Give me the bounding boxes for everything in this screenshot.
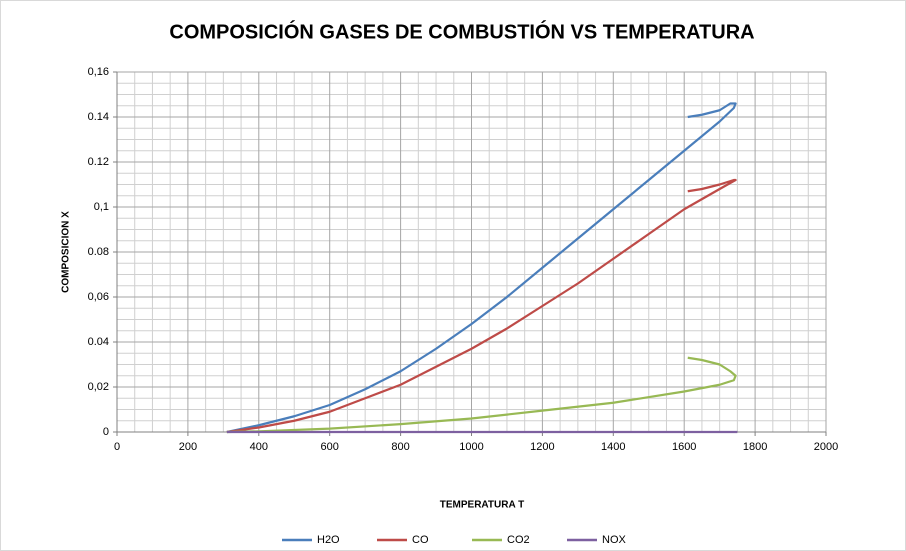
series-line <box>226 178 737 434</box>
y-tick-label: 0,1 <box>94 201 109 213</box>
x-tick-label: 1800 <box>743 441 767 453</box>
x-tick-label: 600 <box>321 441 339 453</box>
legend-label: H2O <box>317 534 340 546</box>
y-tick-label: 0.14 <box>88 111 109 123</box>
x-tick-label: 400 <box>250 441 268 453</box>
legend-label: CO <box>412 534 429 546</box>
y-tick-label: 0 <box>103 426 109 438</box>
x-tick-label: 1600 <box>672 441 696 453</box>
x-tick-label: 200 <box>179 441 197 453</box>
y-tick-label: 0,16 <box>88 66 109 78</box>
series-line <box>226 356 737 434</box>
y-tick-label: 0,06 <box>88 291 109 303</box>
x-tick-label: 800 <box>391 441 409 453</box>
y-tick-label: 0.08 <box>88 246 109 258</box>
y-axis-label: COMPOSICION X <box>61 211 72 293</box>
x-tick-label: 1000 <box>459 441 483 453</box>
y-tick-label: 0,02 <box>88 381 109 393</box>
x-tick-label: 1400 <box>601 441 625 453</box>
legend-label: CO2 <box>507 534 530 546</box>
series-line <box>226 102 737 434</box>
legend-label: NOX <box>602 534 627 546</box>
x-tick-label: 2000 <box>814 441 838 453</box>
x-tick-label: 1200 <box>530 441 554 453</box>
chart-title: COMPOSICIÓN GASES DE COMBUSTIÓN VS TEMPE… <box>169 19 754 43</box>
x-axis-label: TEMPERATURA T <box>440 500 524 511</box>
x-tick-label: 0 <box>114 441 120 453</box>
y-tick-label: 0.04 <box>88 336 109 348</box>
y-tick-label: 0.12 <box>88 156 109 168</box>
